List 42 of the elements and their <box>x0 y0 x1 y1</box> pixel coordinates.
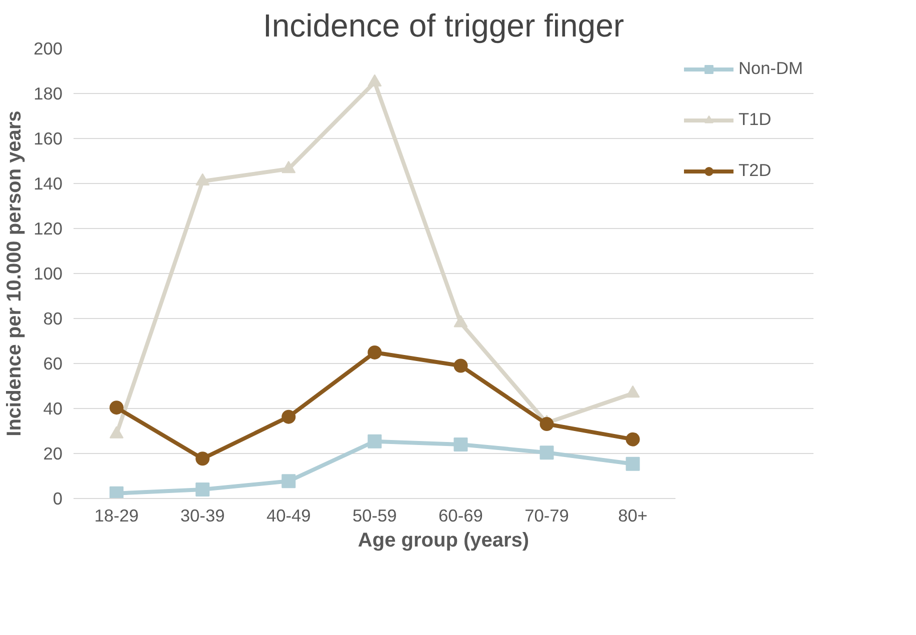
x-tick-label: 70-79 <box>524 506 569 526</box>
point <box>540 417 554 432</box>
y-tick-label: 0 <box>52 488 63 508</box>
y-axis-title: Incidence per 10.000 person years <box>4 110 26 436</box>
y-tick-label: 100 <box>34 264 63 284</box>
legend-label: Non-DM <box>738 58 803 79</box>
point <box>196 482 210 496</box>
point <box>110 486 124 498</box>
x-tick-label: 50-59 <box>352 506 397 526</box>
y-tick-label: 200 <box>34 38 63 58</box>
point <box>282 160 296 174</box>
y-tick-label: 40 <box>43 398 63 418</box>
x-tick-label: 40-49 <box>266 506 311 526</box>
x-tick-label: 30-39 <box>180 506 225 526</box>
point <box>454 438 468 452</box>
point <box>454 314 468 328</box>
point <box>368 74 382 87</box>
point <box>368 434 382 448</box>
point <box>282 474 296 488</box>
point <box>368 345 382 360</box>
y-tick-label: 80 <box>43 308 63 328</box>
point <box>626 432 640 446</box>
y-tick-label: 120 <box>34 218 63 238</box>
point <box>540 446 554 460</box>
x-tick-label: 18-29 <box>94 506 139 526</box>
point <box>196 452 210 466</box>
y-tick-label: 180 <box>34 84 63 104</box>
x-tick-label: 80+ <box>618 506 648 526</box>
legend-label: T1D <box>738 109 772 130</box>
point <box>454 358 468 373</box>
point <box>282 410 296 424</box>
y-tick-label: 140 <box>34 174 63 194</box>
legend-label: T2D <box>738 160 772 181</box>
point <box>196 173 210 186</box>
point <box>626 456 640 471</box>
chart-title: Incidence of trigger finger <box>262 8 624 44</box>
x-axis-title: Age group (years) <box>358 530 530 552</box>
y-tick-label: 60 <box>43 354 63 374</box>
y-tick-label: 20 <box>43 444 63 464</box>
y-tick-label: 160 <box>34 128 63 148</box>
x-tick-label: 60-69 <box>438 506 483 526</box>
point <box>110 400 124 415</box>
